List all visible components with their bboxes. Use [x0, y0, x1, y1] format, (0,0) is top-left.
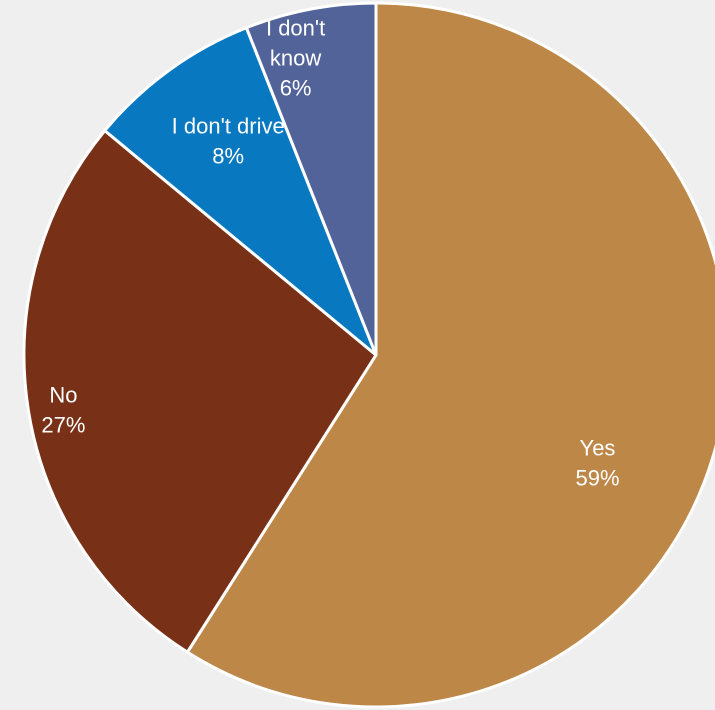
slice-data-label: I don't drive 8%: [172, 114, 285, 169]
pie-data-labels: Yes 59% No 27% I don't drive 8% I don't know 6%: [41, 15, 619, 490]
slice-category-label: know: [270, 45, 321, 70]
slice-category-label: I don't drive: [172, 114, 285, 139]
slice-value-label: 27%: [41, 413, 85, 438]
slice-value-label: 6%: [280, 75, 312, 100]
slice-category-label: I don't: [266, 15, 325, 40]
pie-slice: [22, 129, 378, 654]
slice-value-label: 8%: [212, 144, 244, 169]
pie-slice: [244, 1, 378, 357]
slice-value-label: 59%: [575, 466, 619, 491]
slice-category-label: Yes: [580, 436, 616, 461]
slice-data-label: No 27%: [41, 383, 85, 438]
slice-data-label: I don't know 6%: [266, 15, 325, 100]
pie-slices: [22, 1, 715, 709]
slice-category-label: No: [49, 383, 77, 408]
slice-data-label: Yes 59%: [575, 436, 619, 491]
pie-slice: [185, 1, 715, 709]
pie-slice: [103, 26, 378, 357]
